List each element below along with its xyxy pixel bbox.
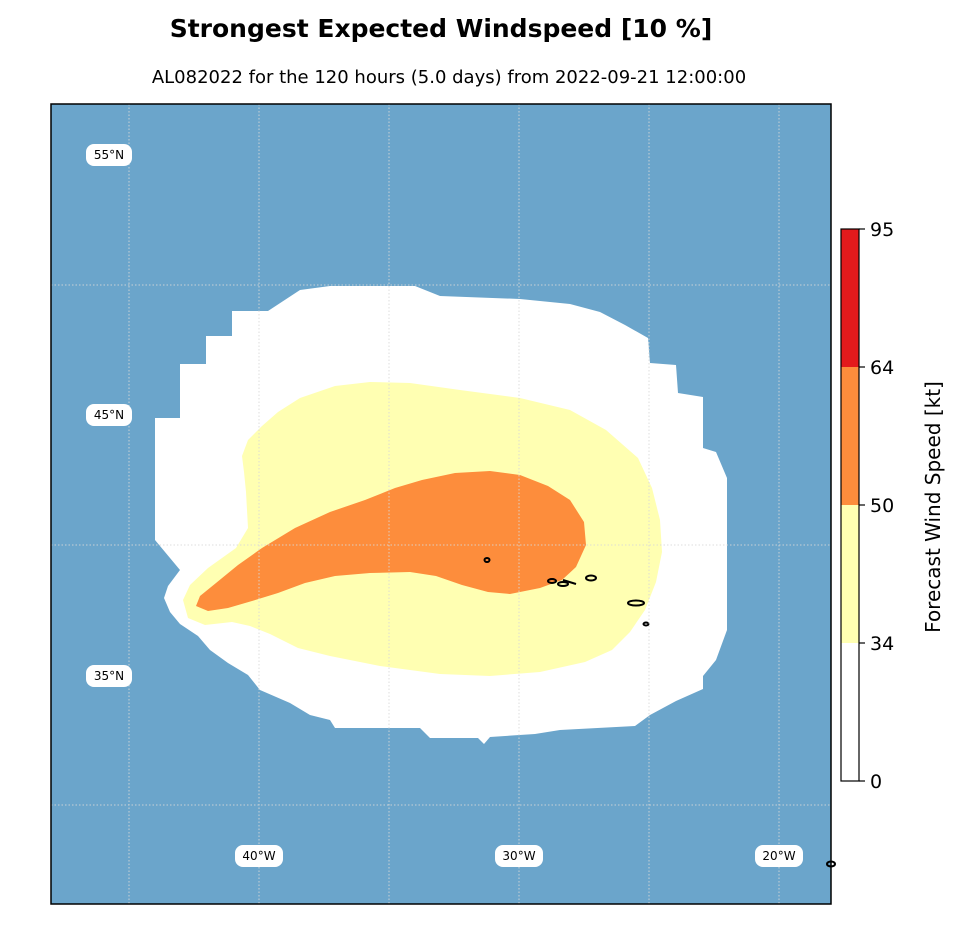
colorbar-tick-label: 64 — [870, 357, 894, 379]
island-outlines — [483, 557, 836, 868]
colorbar-segment-64-95 — [841, 229, 859, 367]
colorbar-tick-label: 95 — [870, 219, 894, 241]
lon-label-30w: 30°W — [495, 845, 543, 867]
svg-text:20°W: 20°W — [762, 849, 795, 863]
chart-title: Strongest Expected Windspeed [10 %] — [169, 14, 713, 43]
svg-text:45°N: 45°N — [94, 408, 124, 422]
colorbar-tick-label: 34 — [870, 633, 894, 655]
lon-label-20w: 20°W — [755, 845, 803, 867]
colorbar-tick-label: 50 — [870, 495, 894, 517]
svg-text:35°N: 35°N — [94, 669, 124, 683]
svg-text:40°W: 40°W — [242, 849, 275, 863]
colorbar-tick-label: 0 — [870, 771, 882, 793]
colorbar-segment-0-34 — [841, 643, 859, 781]
wind-zone-50-64kt — [196, 471, 586, 611]
chart-subtitle: AL082022 for the 120 hours (5.0 days) fr… — [151, 67, 747, 88]
lon-label-40w: 40°W — [235, 845, 283, 867]
colorbar-segment-34-50 — [841, 505, 859, 643]
graticule — [51, 104, 831, 904]
svg-text:30°W: 30°W — [502, 849, 535, 863]
colorbar-segment-50-64 — [841, 367, 859, 505]
lat-label-55: 55°N — [86, 144, 132, 166]
colorbar-label: Forecast Wind Speed [kt] — [921, 381, 945, 633]
colorbar: 0 34 50 64 95 — [840, 219, 894, 793]
svg-text:55°N: 55°N — [94, 148, 124, 162]
lat-label-45: 45°N — [86, 404, 132, 426]
map-border — [50, 103, 832, 905]
lat-label-35: 35°N — [86, 665, 132, 687]
